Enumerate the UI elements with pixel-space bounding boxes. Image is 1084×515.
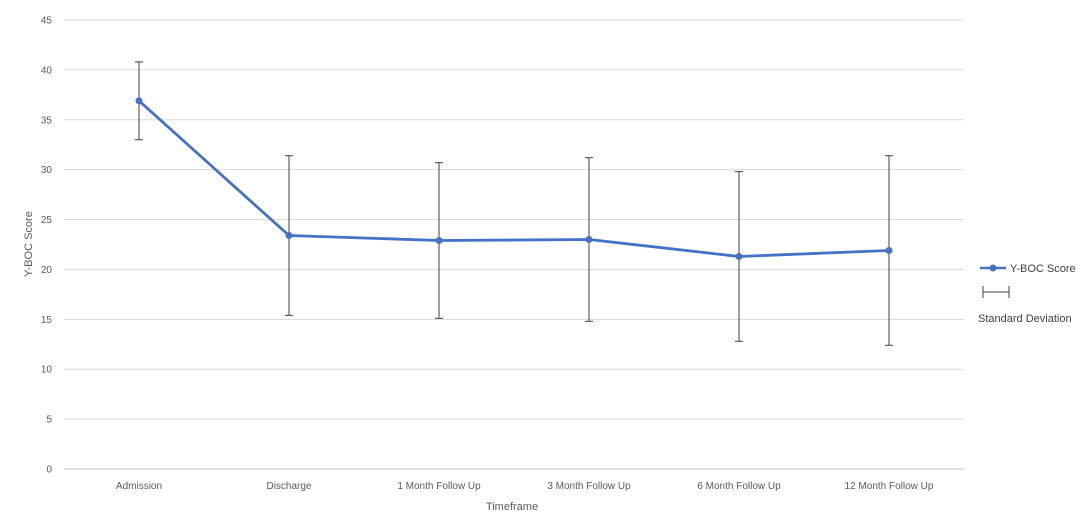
legend: Y-BOC Score Standard Deviation (978, 263, 1076, 325)
y-tick-label: 25 (41, 215, 53, 226)
y-tick-label: 40 (41, 65, 53, 76)
x-tick-label: 1 Month Follow Up (397, 481, 481, 492)
x-tick-label: Admission (116, 481, 162, 492)
y-tick-label: 30 (41, 165, 53, 176)
y-tick-labels: 0 5 10 15 20 25 30 35 40 45 (41, 16, 53, 476)
x-tick-labels: Admission Discharge 1 Month Follow Up 3 Mon… (116, 481, 934, 492)
legend-errorbar-label: Standard Deviation (978, 313, 1072, 325)
x-tick-label: 3 Month Follow Up (547, 481, 631, 492)
gridlines (64, 19, 964, 470)
data-points (135, 97, 893, 260)
y-axis-title: Y-BOC Score (23, 211, 35, 277)
data-point (585, 236, 593, 244)
y-tick-label: 45 (41, 16, 53, 27)
series-line-layer (137, 99, 891, 258)
x-tick-label: 6 Month Follow Up (697, 481, 781, 492)
x-axis-title: Timeframe (486, 501, 538, 513)
y-tick-label: 10 (41, 365, 53, 376)
y-tick-label: 5 (46, 415, 52, 426)
legend-series-marker (989, 264, 997, 272)
y-tick-label: 35 (41, 115, 53, 126)
y-tick-label: 0 (46, 465, 52, 476)
data-point (285, 232, 293, 240)
y-tick-label: 20 (41, 265, 53, 276)
x-tick-label: Discharge (266, 481, 311, 492)
data-point (735, 252, 743, 260)
data-point (135, 97, 143, 105)
series-line (137, 99, 891, 258)
error-bars (135, 61, 893, 346)
data-point (435, 237, 443, 245)
y-tick-label: 15 (41, 315, 53, 326)
x-tick-label: 12 Month Follow Up (845, 481, 934, 492)
data-point (885, 246, 893, 254)
legend-series-label: Y-BOC Score (1010, 263, 1076, 275)
